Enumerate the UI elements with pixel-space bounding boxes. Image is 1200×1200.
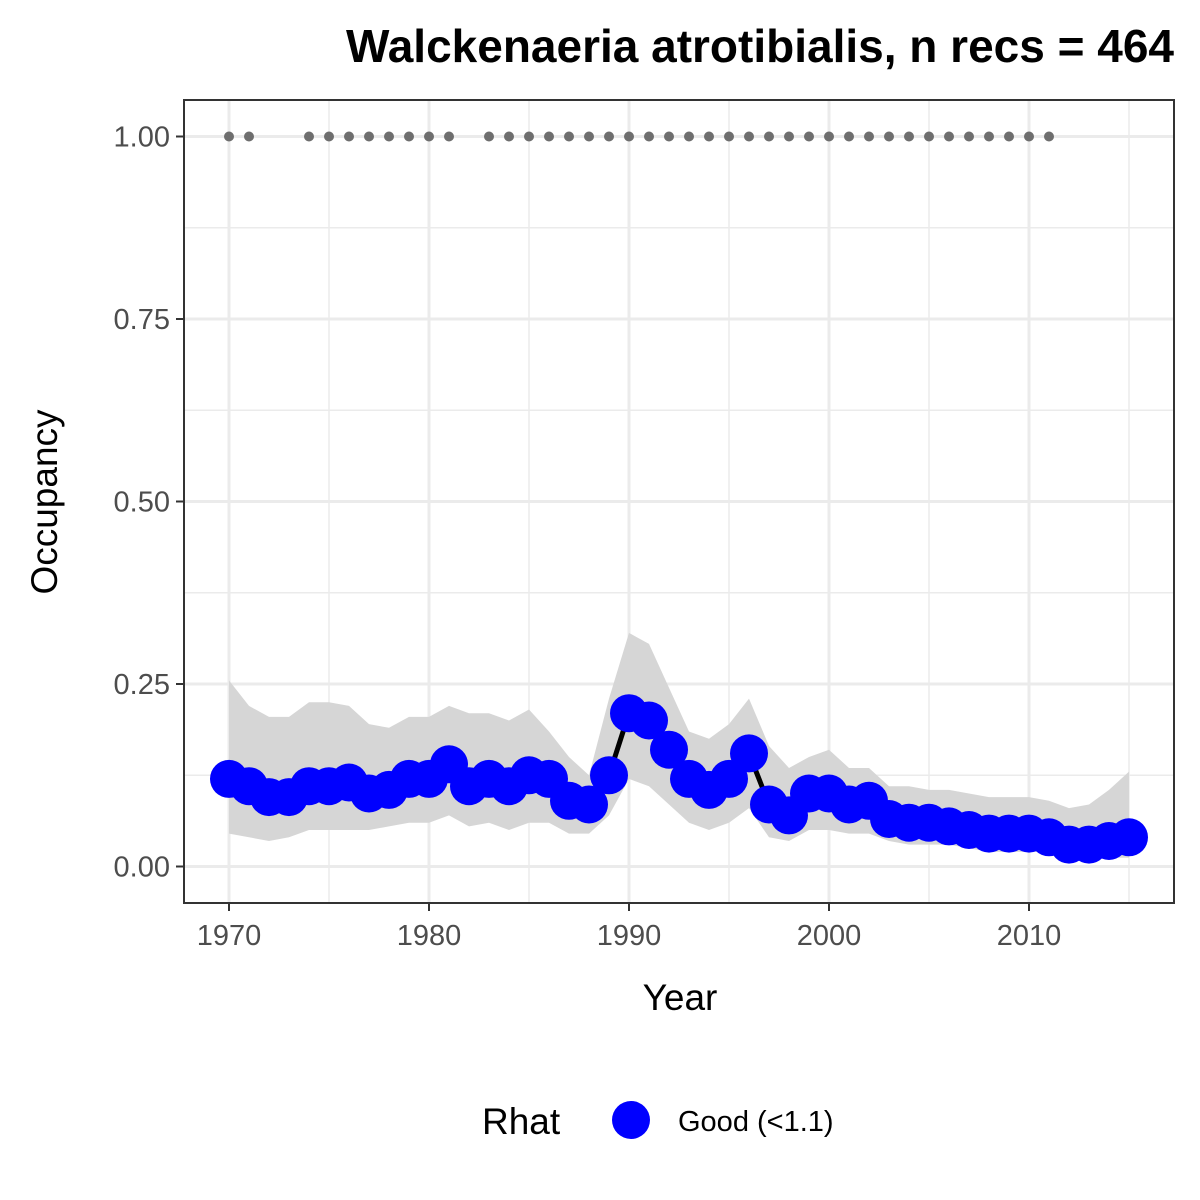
record-dot-1994 (704, 131, 714, 142)
legend-label-good: Good (<1.1) (678, 1106, 834, 1138)
record-dot-1971 (244, 131, 254, 142)
chart-title: Walckenaeria atrotibialis, n recs = 464 (346, 20, 1174, 72)
y-axis-title: Occupancy (24, 409, 65, 595)
record-dot-1979 (404, 131, 414, 142)
record-dot-1984 (504, 131, 514, 142)
legend: Rhat Good (<1.1) (482, 1101, 834, 1142)
record-dot-1988 (584, 131, 594, 142)
record-dot-2003 (884, 131, 894, 142)
record-dot-2001 (844, 131, 854, 142)
record-dot-1997 (764, 131, 774, 142)
y-tick-label: 0.00 (114, 852, 170, 884)
occupancy-point-2015 (1110, 818, 1148, 857)
record-dot-2002 (864, 131, 874, 142)
record-dot-2006 (944, 131, 954, 142)
occupancy-point-1996 (730, 734, 768, 773)
record-dot-2004 (904, 131, 914, 142)
record-dot-1985 (524, 131, 534, 142)
y-tick-label: 0.25 (114, 669, 170, 701)
record-dot-1978 (384, 131, 394, 142)
record-dot-1975 (324, 131, 334, 142)
grid-lines (184, 100, 1174, 903)
record-dot-1989 (604, 131, 614, 142)
x-tick-label: 2000 (797, 920, 862, 952)
record-dot-1992 (664, 131, 674, 142)
record-dot-1995 (724, 131, 734, 142)
record-dot-2007 (964, 131, 974, 142)
record-dot-2000 (824, 131, 834, 142)
record-dot-2010 (1024, 131, 1034, 142)
record-dot-1996 (744, 131, 754, 142)
record-dot-1981 (444, 131, 454, 142)
record-dot-1999 (804, 131, 814, 142)
axes: 0.00 0.25 0.50 0.75 1.00 1970 1980 1990 2000 2010 (114, 122, 1062, 953)
legend-title: Rhat (482, 1101, 561, 1142)
record-dots-group (224, 131, 1054, 142)
record-dot-2005 (924, 131, 934, 142)
record-dot-1980 (424, 131, 434, 142)
record-dot-1977 (364, 131, 374, 142)
record-dot-2011 (1044, 131, 1054, 142)
record-dot-2009 (1004, 131, 1014, 142)
legend-key-good (612, 1101, 650, 1139)
record-dot-1986 (544, 131, 554, 142)
occupancy-point-1995 (710, 759, 748, 798)
y-tick-label: 1.00 (114, 122, 170, 154)
occupancy-point-1992 (650, 730, 688, 769)
y-tick-label: 0.50 (114, 487, 170, 519)
x-tick-label: 1990 (597, 920, 662, 952)
record-dot-1991 (644, 131, 654, 142)
x-tick-label: 1980 (397, 920, 462, 952)
record-dot-1970 (224, 131, 234, 142)
record-dot-1998 (784, 131, 794, 142)
x-axis-title: Year (643, 977, 718, 1018)
record-dot-1983 (484, 131, 494, 142)
occupancy-point-1988 (570, 785, 608, 824)
record-dot-1987 (564, 131, 574, 142)
x-tick-label: 1970 (197, 920, 262, 952)
record-dot-1974 (304, 131, 314, 142)
occupancy-points-group (210, 694, 1148, 864)
occupancy-point-1991 (630, 701, 668, 740)
record-dot-2008 (984, 131, 994, 142)
occupancy-point-1989 (590, 756, 628, 795)
record-dot-1993 (684, 131, 694, 142)
record-dot-1990 (624, 131, 634, 142)
x-tick-label: 2010 (997, 920, 1062, 952)
record-dot-1976 (344, 131, 354, 142)
y-tick-label: 0.75 (114, 304, 170, 336)
